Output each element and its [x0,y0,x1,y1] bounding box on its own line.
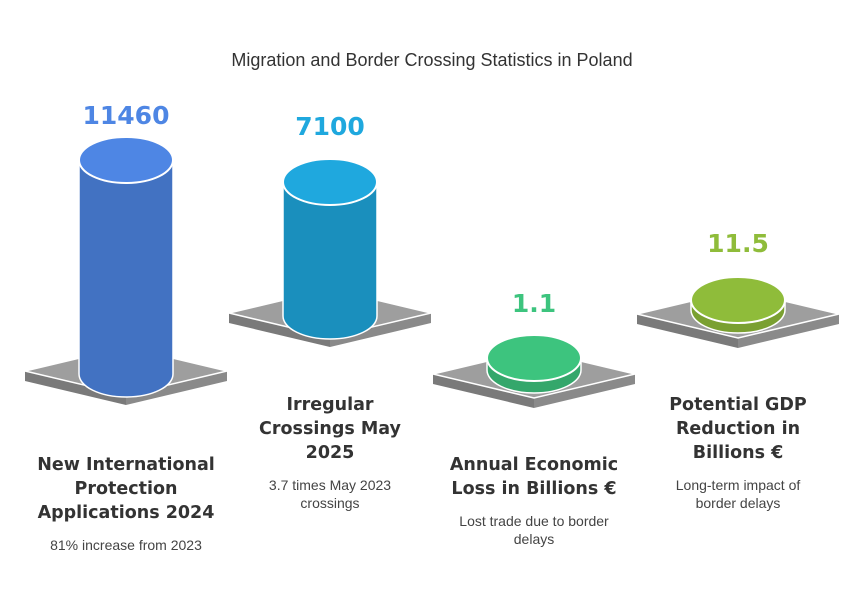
bar-body [282,181,378,340]
bar-top [486,334,582,382]
bar-group-1: 11460 New International Protection Applicat… [24,101,228,553]
platform-side-left [433,374,534,408]
value-label: 1.1 [512,289,556,318]
bar-top [690,276,786,324]
platform-side-right [330,313,431,347]
bar-group-4: 11.5 Potential GDP Reduction in Billions € L… [636,229,840,511]
platform-side-left [229,313,330,347]
value-label: 11.5 [707,229,769,258]
platform-side-left [25,371,126,405]
description: 3.7 times May 2023 crossings [269,477,391,511]
category-label: Potential GDP Reduction in Billions € [669,395,807,463]
category-label: New International Protection Applications … [37,455,215,523]
platform-side-right [534,374,635,408]
bar-group-2: 7100 Irregular Crossings May 2025 3.7 times … [228,112,432,511]
category-label: Irregular Crossings May 2025 [259,395,402,463]
chart-title: Migration and Border Crossing Statistics… [231,50,632,70]
bar-group-3: 1.1 Annual Economic Loss in Billions € Lost… [432,289,636,547]
value-label: 7100 [295,112,365,141]
description: Long-term impact of border delays [676,477,801,511]
description: 81% increase from 2023 [50,537,202,553]
value-label: 11460 [83,101,170,130]
bar-top [78,136,174,184]
platform-side-right [738,314,839,348]
bar-body [78,159,174,398]
category-label: Annual Economic Loss in Billions € [450,455,618,499]
platform-side-right [126,371,227,405]
platform-side-left [637,314,738,348]
bar-top [282,158,378,206]
description: Lost trade due to border delays [459,513,609,547]
